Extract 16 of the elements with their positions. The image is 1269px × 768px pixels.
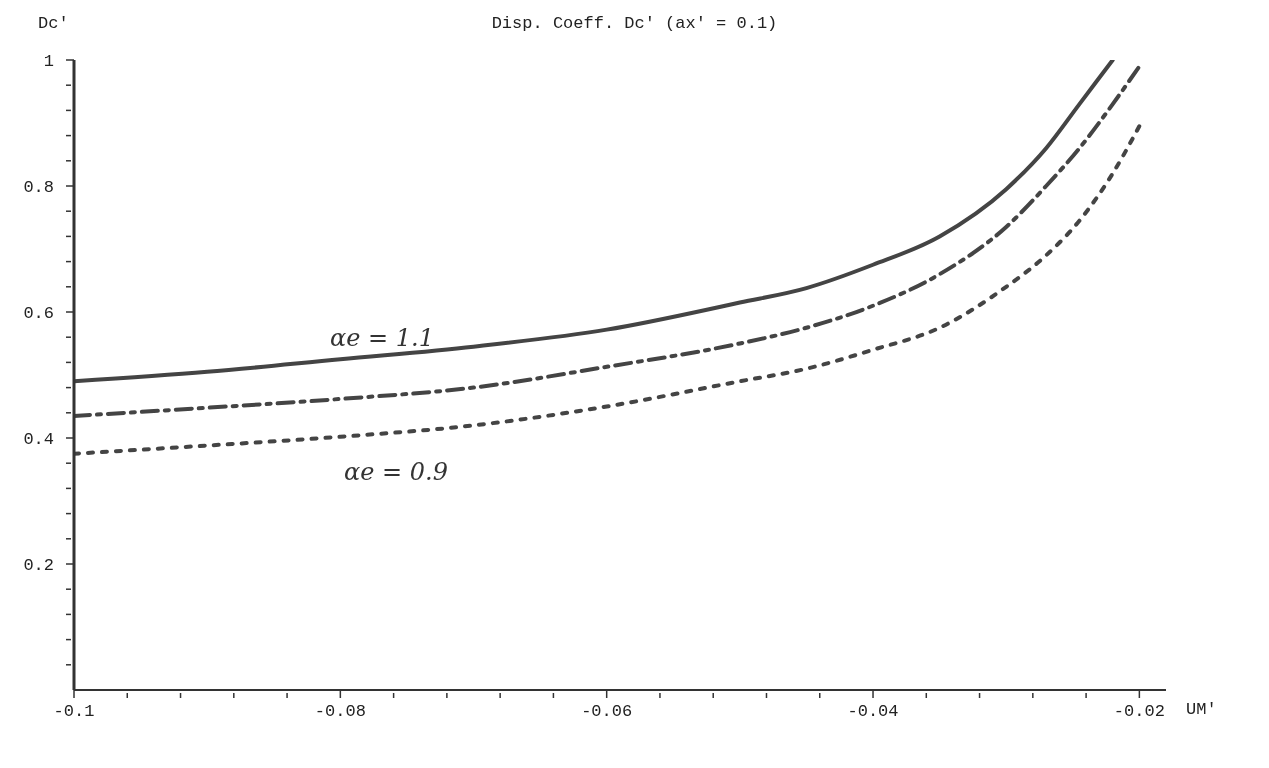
x-axis-title: UM′ xyxy=(1186,700,1217,719)
x-tick-label: -0.04 xyxy=(847,702,899,721)
y-tick-label: 0.2 xyxy=(23,556,54,575)
y-tick-label: 0.4 xyxy=(23,430,54,449)
x-tick-label: -0.06 xyxy=(581,702,633,721)
annotation: αe = 0.9 xyxy=(344,458,448,486)
y-axis-title: Dc′ xyxy=(38,14,69,33)
y-tick-label: 1 xyxy=(43,52,54,71)
x-tick-label: -0.08 xyxy=(314,702,366,721)
x-tick-label: -0.02 xyxy=(1113,702,1165,721)
annotation: αe = 1.1 xyxy=(330,324,434,352)
chart-title: Disp. Coeff. Dc′ (ax′ = 0.1) xyxy=(491,14,778,33)
y-tick-label: 0.8 xyxy=(23,178,54,197)
y-tick-label: 0.6 xyxy=(23,304,54,323)
line-series xyxy=(74,124,1142,456)
x-tick-label: -0.1 xyxy=(53,702,95,721)
